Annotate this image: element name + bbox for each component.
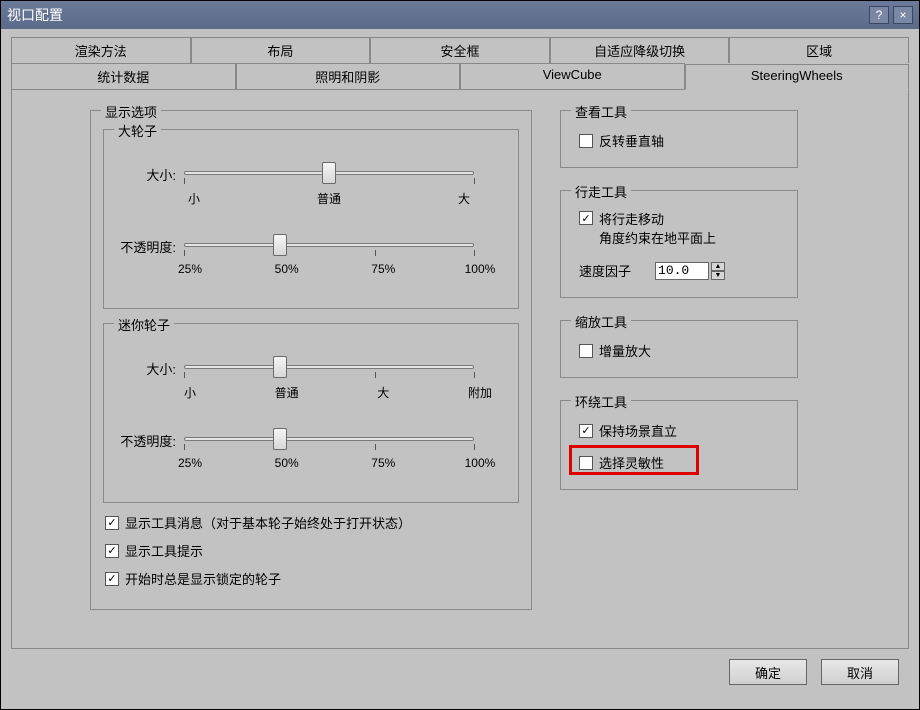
big-size-slider[interactable]	[184, 164, 474, 184]
group-zoom-tool: 缩放工具 增量放大	[560, 320, 798, 378]
chk-show-msg-label: 显示工具消息（对于基本轮子始终处于打开状态）	[125, 513, 411, 532]
big-opacity-label: 不透明度:	[114, 237, 184, 256]
mini-size-thumb[interactable]	[273, 356, 287, 378]
chk-show-msg[interactable]: ✓	[105, 516, 119, 530]
mini-size-large: 大	[363, 384, 403, 401]
group-mini-wheel: 迷你轮子 大小: 小 普通	[103, 323, 519, 503]
mini-size-normal: 普通	[267, 384, 307, 401]
chk-invert-vertical[interactable]	[579, 134, 593, 148]
legend-mini-wheel: 迷你轮子	[114, 315, 174, 334]
group-big-wheel: 大轮子 大小: 小 普通 大	[103, 129, 519, 309]
legend-orbit-tool: 环绕工具	[571, 392, 631, 411]
cancel-button[interactable]: 取消	[821, 659, 899, 685]
mini-size-label: 大小:	[114, 359, 184, 378]
speed-factor-input[interactable]	[655, 262, 709, 280]
chk-show-tips[interactable]: ✓	[105, 544, 119, 558]
big-op-75: 75%	[363, 262, 403, 276]
mini-size-slider[interactable]	[184, 358, 474, 378]
chk-pinned[interactable]: ✓	[105, 572, 119, 586]
big-size-label: 大小:	[114, 165, 184, 184]
tab-row-2: 统计数据 照明和阴影 ViewCube SteeringWheels	[11, 63, 909, 89]
group-walk-tool: 行走工具 ✓ 将行走移动 角度约束在地平面上 速度因子 ▲ ▼	[560, 190, 798, 298]
chk-keep-upright-label: 保持场景直立	[599, 421, 677, 440]
big-size-tick-large: 大	[444, 190, 484, 207]
chk-selection-sensitivity[interactable]	[579, 456, 593, 470]
speed-factor-label: 速度因子	[579, 261, 631, 280]
chk-incremental-zoom[interactable]	[579, 344, 593, 358]
group-display-options: 显示选项 大轮子 大小:	[90, 110, 532, 610]
legend-zoom-tool: 缩放工具	[571, 312, 631, 331]
big-size-tick-normal: 普通	[309, 190, 349, 207]
button-row: 确定 取消	[11, 649, 909, 699]
legend-display-options: 显示选项	[101, 102, 161, 121]
tab-safe-frames[interactable]: 安全框	[370, 37, 550, 63]
spin-up[interactable]: ▲	[711, 262, 725, 271]
ok-button[interactable]: 确定	[729, 659, 807, 685]
big-opacity-slider[interactable]	[184, 236, 474, 256]
tab-adaptive-degradation[interactable]: 自适应降级切换	[550, 37, 730, 63]
chk-constrain-walk-label: 将行走移动 角度约束在地平面上	[599, 209, 716, 247]
spin-down[interactable]: ▼	[711, 271, 725, 280]
mini-size-small: 小	[170, 384, 210, 401]
mini-size-extra: 附加	[460, 384, 500, 401]
window-title: 视口配置	[7, 5, 865, 25]
chk-invert-vertical-label: 反转垂直轴	[599, 131, 664, 150]
tab-viewcube[interactable]: ViewCube	[460, 63, 685, 89]
group-look-tool: 查看工具 反转垂直轴	[560, 110, 798, 168]
chk-constrain-line2: 角度约束在地平面上	[599, 231, 716, 246]
tab-regions[interactable]: 区域	[729, 37, 909, 63]
tab-layout[interactable]: 布局	[191, 37, 371, 63]
chk-pinned-label: 开始时总是显示锁定的轮子	[125, 569, 281, 588]
titlebar: 视口配置 ? ×	[1, 1, 919, 29]
tab-steeringwheels[interactable]: SteeringWheels	[685, 64, 910, 90]
big-op-25: 25%	[170, 262, 210, 276]
tab-lighting-shadows[interactable]: 照明和阴影	[236, 63, 461, 89]
tab-row-1: 渲染方法 布局 安全框 自适应降级切换 区域	[11, 37, 909, 63]
legend-walk-tool: 行走工具	[571, 182, 631, 201]
mini-opacity-label: 不透明度:	[114, 431, 184, 450]
tab-panel: 显示选项 大轮子 大小:	[11, 89, 909, 649]
group-orbit-tool: 环绕工具 ✓ 保持场景直立 选择灵敏性	[560, 400, 798, 490]
mini-opacity-thumb[interactable]	[273, 428, 287, 450]
dialog-window: 视口配置 ? × 渲染方法 布局 安全框 自适应降级切换 区域 统计数据 照明和…	[0, 0, 920, 710]
mini-op-50: 50%	[267, 456, 307, 470]
tab-render-method[interactable]: 渲染方法	[11, 37, 191, 63]
chk-constrain-line1: 将行走移动	[599, 212, 664, 227]
chk-keep-upright[interactable]: ✓	[579, 424, 593, 438]
mini-opacity-slider[interactable]	[184, 430, 474, 450]
legend-big-wheel: 大轮子	[114, 121, 161, 140]
chk-incremental-zoom-label: 增量放大	[599, 341, 651, 360]
tab-statistics[interactable]: 统计数据	[11, 63, 236, 89]
help-button[interactable]: ?	[869, 6, 889, 24]
mini-op-75: 75%	[363, 456, 403, 470]
big-size-thumb[interactable]	[322, 162, 336, 184]
chk-constrain-walk[interactable]: ✓	[579, 211, 593, 225]
chk-show-tips-label: 显示工具提示	[125, 541, 203, 560]
client-area: 渲染方法 布局 安全框 自适应降级切换 区域 统计数据 照明和阴影 ViewCu…	[1, 29, 919, 709]
close-button[interactable]: ×	[893, 6, 913, 24]
big-op-50: 50%	[267, 262, 307, 276]
mini-op-25: 25%	[170, 456, 210, 470]
speed-factor-spinner[interactable]: ▲ ▼	[655, 262, 725, 280]
legend-look-tool: 查看工具	[571, 102, 631, 121]
big-op-100: 100%	[460, 262, 500, 276]
mini-op-100: 100%	[460, 456, 500, 470]
chk-selection-sensitivity-label: 选择灵敏性	[599, 453, 664, 472]
big-size-tick-small: 小	[174, 190, 214, 207]
big-opacity-thumb[interactable]	[273, 234, 287, 256]
